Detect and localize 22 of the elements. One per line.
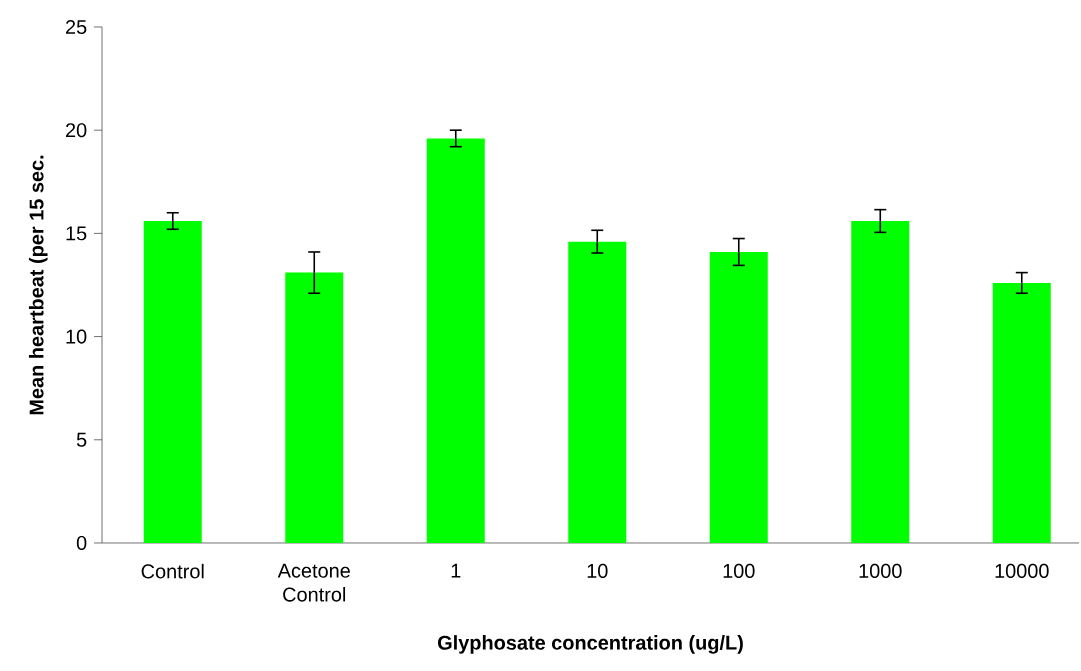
y-tick-label: 15 <box>66 226 87 241</box>
x-tick-label: 10 <box>587 563 608 578</box>
y-tick-label: 25 <box>66 19 87 35</box>
x-tick-label: 1000 <box>859 563 902 578</box>
x-axis-title: Glyphosate concentration (ug/L) <box>438 635 743 654</box>
y-tick-label: 10 <box>66 329 87 344</box>
bar <box>851 221 910 543</box>
bar <box>568 241 627 543</box>
y-tick-label: 20 <box>66 123 87 138</box>
x-tick-label: Control <box>141 563 204 579</box>
y-tick-label: 5 <box>76 432 87 447</box>
bar <box>143 221 202 543</box>
x-tick-label: 10000 <box>995 563 1049 578</box>
x-tick-label: 1 <box>451 563 461 578</box>
bar <box>709 251 768 543</box>
x-tick-label: Acetone Control <box>277 563 350 602</box>
bar <box>426 138 485 543</box>
y-axis-title: Mean heartbeat (per 15 sec. <box>28 155 48 415</box>
y-tick-label: 0 <box>76 535 87 551</box>
bar <box>992 282 1051 543</box>
bar <box>285 272 344 543</box>
x-tick-label: 100 <box>723 563 755 578</box>
